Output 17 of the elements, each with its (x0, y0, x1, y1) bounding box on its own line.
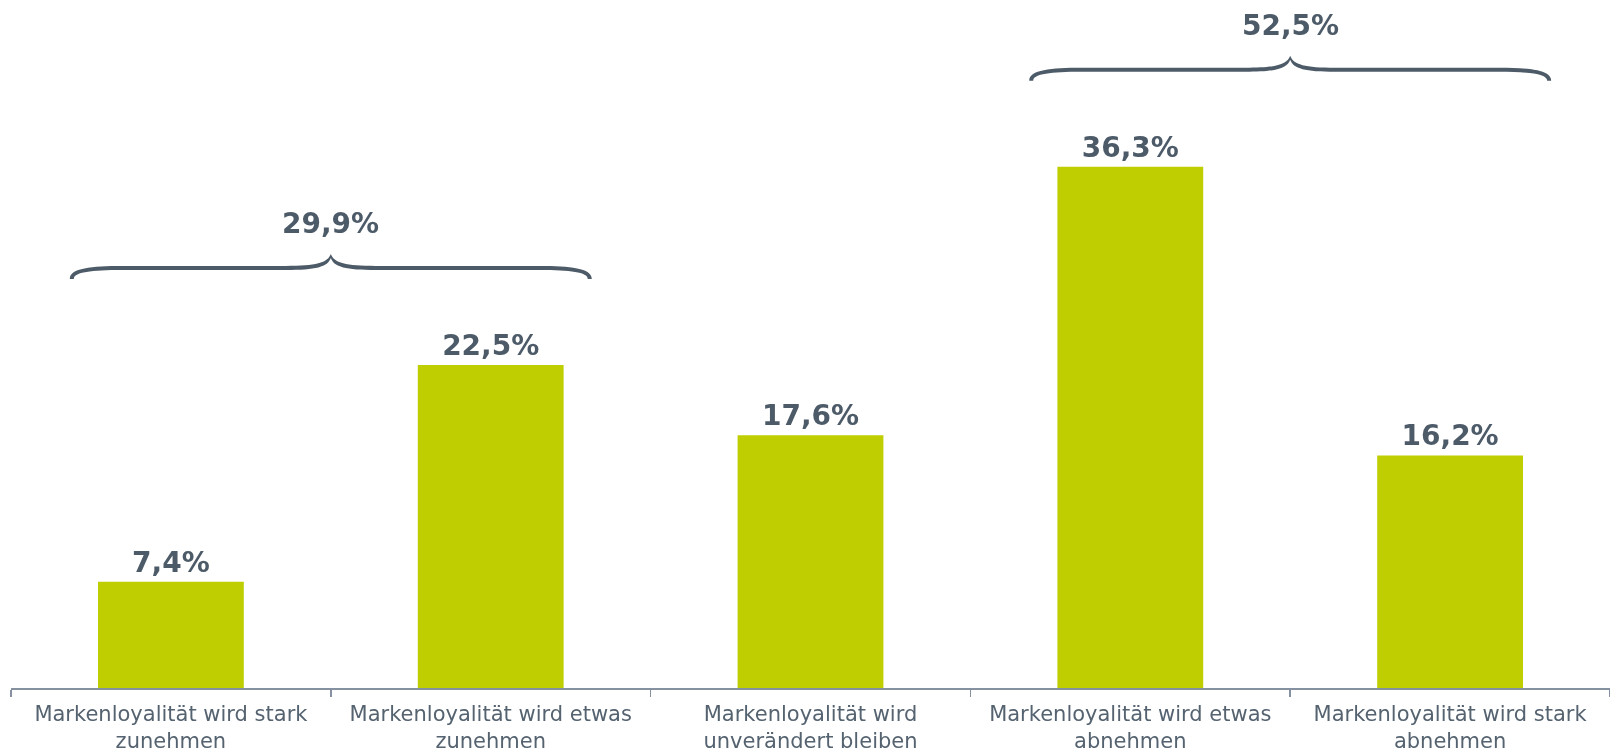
annotation: 29,9% (282, 207, 380, 240)
bar (97, 581, 244, 688)
bar (417, 364, 564, 688)
bar (1057, 166, 1204, 688)
x-tick-label: Markenloyalität wird etwas abnehmen (989, 701, 1272, 753)
data-label: 22,5% (442, 328, 540, 362)
text: 52,5% (1242, 9, 1340, 42)
x-tick-label: Markenloyalität wird etwas zunehmen (349, 701, 632, 753)
x-tick-label: Markenloyalität wird stark abnehmen (1313, 701, 1588, 753)
data-label: 7,4% (132, 545, 210, 579)
x-tick-label: Markenloyalität wird unverändert bleiben (703, 701, 918, 753)
x-tick-label: Markenloyalität wird stark zunehmen (34, 701, 309, 753)
data-label: 16,2% (1401, 419, 1499, 453)
data-label: 36,3% (1081, 130, 1179, 164)
bar (1377, 455, 1524, 688)
data-label: 17,6% (761, 399, 860, 433)
bar (737, 435, 884, 688)
